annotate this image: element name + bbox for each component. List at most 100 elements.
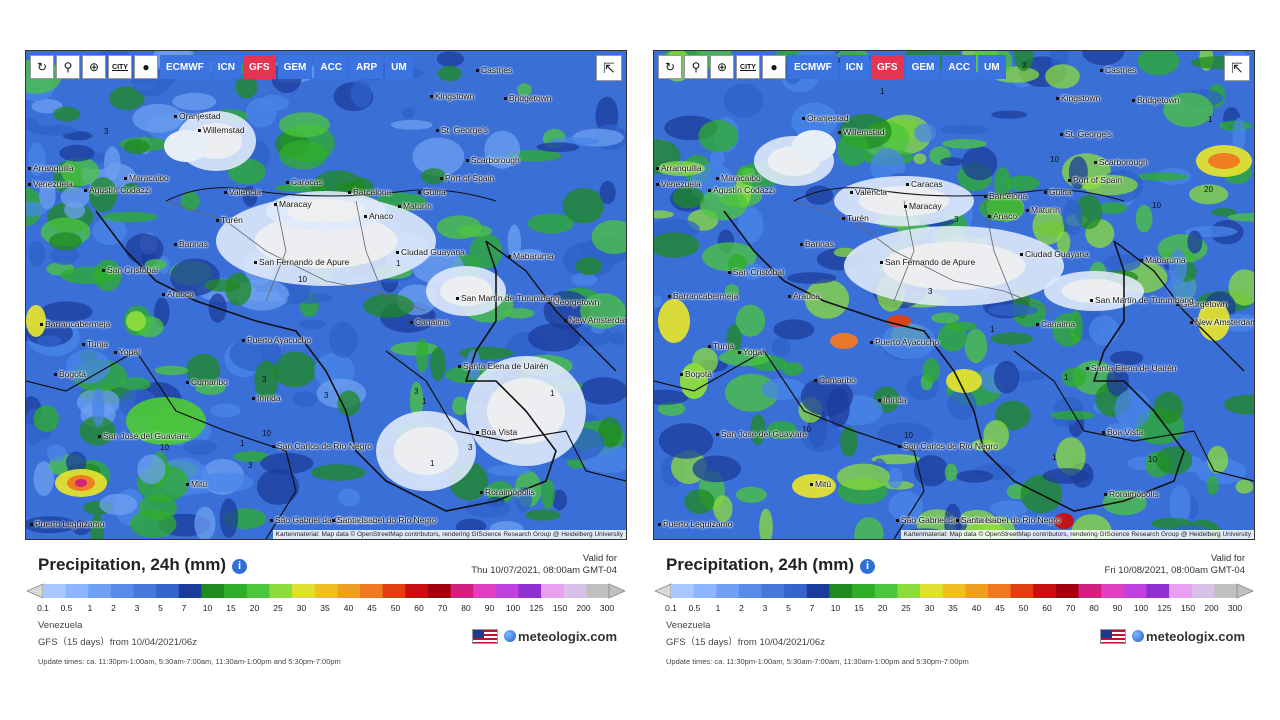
city-label: Willemstad <box>198 125 245 135</box>
city-label: São Gabriel da Cachoeira <box>896 515 999 525</box>
contour-label: 10 <box>160 443 169 452</box>
model-button-arp[interactable]: ARP <box>350 55 384 79</box>
legend-tick-label: 2 <box>739 603 744 613</box>
info-icon[interactable]: i <box>859 558 875 574</box>
model-button-um[interactable]: UM <box>385 55 413 79</box>
refresh-icon[interactable]: ↻ <box>658 55 682 79</box>
city-label: San José del Guaviare <box>98 431 189 441</box>
legend-tick-label: 1 <box>87 603 93 613</box>
model-button-gem[interactable]: GEM <box>277 55 313 79</box>
model-button-ecmwf[interactable]: ECMWF <box>160 55 210 79</box>
city-icon[interactable]: CITY <box>108 55 132 79</box>
info-icon[interactable]: i <box>231 558 247 574</box>
legend-tick-label: 0.1 <box>665 603 677 613</box>
map-attribution: Kartenmaterial: Map data © OpenStreetMap… <box>900 530 1254 539</box>
update-times: Update times: ca. 11:30pm-1:00am, 5:30am… <box>38 657 341 666</box>
legend-tick-label: 90 <box>1112 603 1123 613</box>
legend-tick-label: 80 <box>461 603 471 613</box>
city-label: Anaco <box>988 211 1017 221</box>
city-label: Boa Vista <box>1102 427 1143 437</box>
share-icon[interactable]: ⇱ <box>1224 55 1250 81</box>
legend-tick-label: 15 <box>226 603 236 613</box>
city-icon[interactable]: CITY <box>736 55 760 79</box>
city-label: San José del Guaviare <box>716 429 807 439</box>
model-button-icn[interactable]: ICN <box>211 55 242 79</box>
city-label: Oranjestad <box>802 113 849 123</box>
legend-tick-label: 200 <box>1204 603 1219 613</box>
city-label: Mabaruma <box>1140 255 1186 265</box>
legend-swatch <box>874 584 898 598</box>
model-button-acc[interactable]: ACC <box>314 55 349 79</box>
city-label: Caracas <box>906 179 943 189</box>
legend-ticks: 0.1 0.5 1 2 3 5 7 10 15 20 25 30 35 40 45 50 60 70 80 90 100… <box>37 603 614 615</box>
city-label: San Martín de Turumbang <box>1090 295 1194 305</box>
legend-swatch <box>359 584 384 598</box>
city-label: Santa Isabel do Rio Negro <box>956 515 1061 525</box>
legend-swatch <box>1123 584 1147 598</box>
city-label: New Amsterdam <box>564 315 626 325</box>
city-label: Inírida <box>252 393 281 403</box>
legend-swatch <box>133 584 157 598</box>
legend-swatch <box>1055 584 1080 598</box>
contour-label: 10 <box>262 429 271 438</box>
legend-swatch <box>806 584 830 598</box>
globe-icon <box>504 630 517 642</box>
location-pin-icon[interactable]: ⚲ <box>684 55 708 79</box>
legend-swatch <box>1146 584 1170 598</box>
legend-swatch <box>337 584 361 598</box>
city-label: Bridgetown <box>504 93 552 103</box>
legend-swatch <box>1101 584 1125 598</box>
zoom-icon[interactable]: ⊕ <box>710 55 734 79</box>
city-label: Scarborough <box>1094 157 1148 167</box>
city-label: Mitú <box>810 479 831 489</box>
model-button-um[interactable]: UM <box>978 55 1006 79</box>
dot-icon[interactable]: ● <box>762 55 786 79</box>
legend-tick-label: 200 <box>576 603 591 613</box>
legend-tick-label: 70 <box>437 603 448 613</box>
legend-tick-label: 90 <box>484 603 495 613</box>
refresh-icon[interactable]: ↻ <box>30 55 54 79</box>
city-label: Maturín <box>1026 205 1060 215</box>
city-label: San Carlos de Río Negro <box>272 441 372 451</box>
city-label: Castries <box>1100 65 1136 75</box>
dot-icon[interactable]: ● <box>134 55 158 79</box>
contour-label: 3 <box>414 387 419 396</box>
city-label: Tunja <box>708 341 734 351</box>
legend-tick-label: 80 <box>1089 603 1099 613</box>
legend-tick-label: 150 <box>1180 603 1196 613</box>
legend-tick-label: 70 <box>1065 603 1076 613</box>
legend-tick-label: 45 <box>995 603 1005 613</box>
legend-tick-label: 25 <box>273 603 283 613</box>
model-button-icn[interactable]: ICN <box>839 55 870 79</box>
legend-swatch <box>784 584 808 598</box>
model-button-gfs[interactable]: GFS <box>871 55 904 79</box>
chart-title: Precipitation, 24h (mm) i <box>666 555 875 575</box>
us-flag-icon[interactable] <box>472 629 499 644</box>
city-label: Castries <box>476 65 512 75</box>
city-label: Scarborough <box>466 155 520 165</box>
city-label: San Carlos de Río Negro <box>898 441 998 451</box>
model-button-acc[interactable]: ACC <box>942 55 977 79</box>
legend-tick-label: 10 <box>830 603 841 613</box>
precipitation-map[interactable]: ↻ ⚲ ⊕ CITY ● ECMWF ICN GFS GEM ACC UM ⇱ 3 1 1 10 20 10 3 1 3… <box>653 50 1255 540</box>
model-button-ecmwf[interactable]: ECMWF <box>788 55 838 79</box>
contour-label: 1 <box>990 325 995 334</box>
city-label: Port of Spain <box>440 173 494 183</box>
model-button-gfs[interactable]: GFS <box>243 55 276 79</box>
us-flag-icon[interactable] <box>1100 629 1127 644</box>
city-label: Port of Spain <box>1068 175 1122 185</box>
zoom-icon[interactable]: ⊕ <box>82 55 106 79</box>
brand-logo[interactable]: meteologix.com <box>472 629 617 644</box>
legend-swatch <box>224 584 248 598</box>
legend-swatch <box>541 584 565 598</box>
contour-label: 3 <box>1022 61 1027 70</box>
model-button-gem[interactable]: GEM <box>905 55 941 79</box>
legend-tick-label: 0.1 <box>37 603 49 613</box>
brand-logo[interactable]: meteologix.com <box>1100 629 1245 644</box>
city-label: Santa Isabel do Rio Negro <box>332 515 437 525</box>
share-icon[interactable]: ⇱ <box>596 55 622 81</box>
city-label: Yopal <box>738 347 764 357</box>
precipitation-map[interactable]: ↻ ⚲ ⊕ CITY ● ECMWF ICN GFS GEM ACC ARP UM ⇱ 3 1 10 3 10 1 1… <box>25 50 627 540</box>
location-pin-icon[interactable]: ⚲ <box>56 55 80 79</box>
contour-label: 3 <box>324 391 329 400</box>
